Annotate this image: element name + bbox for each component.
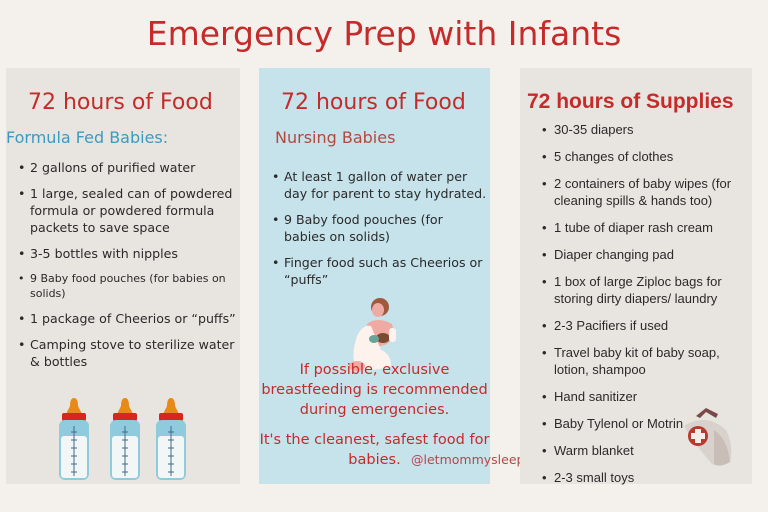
author-handle: @letmommysleep (411, 452, 525, 467)
list-item: 1 box of large Ziploc bags for storing d… (542, 273, 757, 307)
formula-fed-panel: 72 hours of Food Formula Fed Babies: 2 g… (6, 68, 240, 484)
list-item: 1 large, sealed can of powdered formula … (18, 185, 238, 236)
list-item: Baby Tylenol or Motrin (542, 415, 757, 432)
baby-bottle-icon (156, 398, 186, 480)
nursing-panel-subheading: Nursing Babies (275, 128, 396, 147)
list-item: 9 Baby food pouches (for babies on solid… (272, 211, 487, 245)
supplies-checklist: 30-35 diapers 5 changes of clothes 2 con… (542, 121, 757, 496)
list-item: 1 package of Cheerios or “puffs” (18, 310, 238, 327)
list-item: Finger food such as Cheerios or “puffs” (272, 254, 487, 288)
formula-panel-subheading: Formula Fed Babies: (6, 128, 169, 147)
list-item: 3-5 bottles with nipples (18, 245, 238, 262)
nursing-panel-heading: 72 hours of Food (281, 90, 466, 115)
list-item: 30-35 diapers (542, 121, 757, 138)
formula-checklist: 2 gallons of purified water 1 large, sea… (18, 159, 238, 379)
page-title: Emergency Prep with Infants (146, 14, 622, 53)
nursing-panel: 72 hours of Food Nursing Babies At least… (259, 68, 490, 484)
list-item: 2-3 Pacifiers if used (542, 317, 757, 334)
list-item: 5 changes of clothes (542, 148, 757, 165)
nursing-checklist: At least 1 gallon of water per day for p… (272, 168, 487, 297)
supplies-panel-heading: 72 hours of Supplies (527, 90, 734, 113)
supplies-panel: 72 hours of Supplies 30-35 diapers 5 cha… (520, 68, 752, 486)
list-item: 2 gallons of purified water (18, 159, 238, 176)
list-item: Camping stove to sterilize water & bottl… (18, 336, 238, 370)
list-item: Travel baby kit of baby soap, lotion, sh… (542, 344, 757, 378)
list-item: At least 1 gallon of water per day for p… (272, 168, 487, 202)
list-item: 2 containers of baby wipes (for cleaning… (542, 175, 757, 209)
breastfeeding-benefit-note: It's the cleanest, safest food for babie… (259, 432, 490, 468)
list-item: Warm blanket (542, 442, 757, 459)
baby-bottle-icon (110, 398, 140, 480)
list-item: 2-3 small toys (542, 469, 757, 486)
baby-bottle-icon (59, 398, 89, 480)
list-item: Hand sanitizer (542, 388, 757, 405)
nursing-mother-icon (349, 298, 396, 371)
breastfeeding-recommendation: If possible, exclusive breastfeeding is … (261, 362, 488, 418)
formula-panel-heading: 72 hours of Food (28, 90, 213, 115)
list-item: Diaper changing pad (542, 246, 757, 263)
list-item: 1 tube of diaper rash cream (542, 219, 757, 236)
first-aid-bag-icon (684, 408, 732, 466)
list-item: 9 Baby food pouches (for babies on solid… (18, 271, 238, 301)
